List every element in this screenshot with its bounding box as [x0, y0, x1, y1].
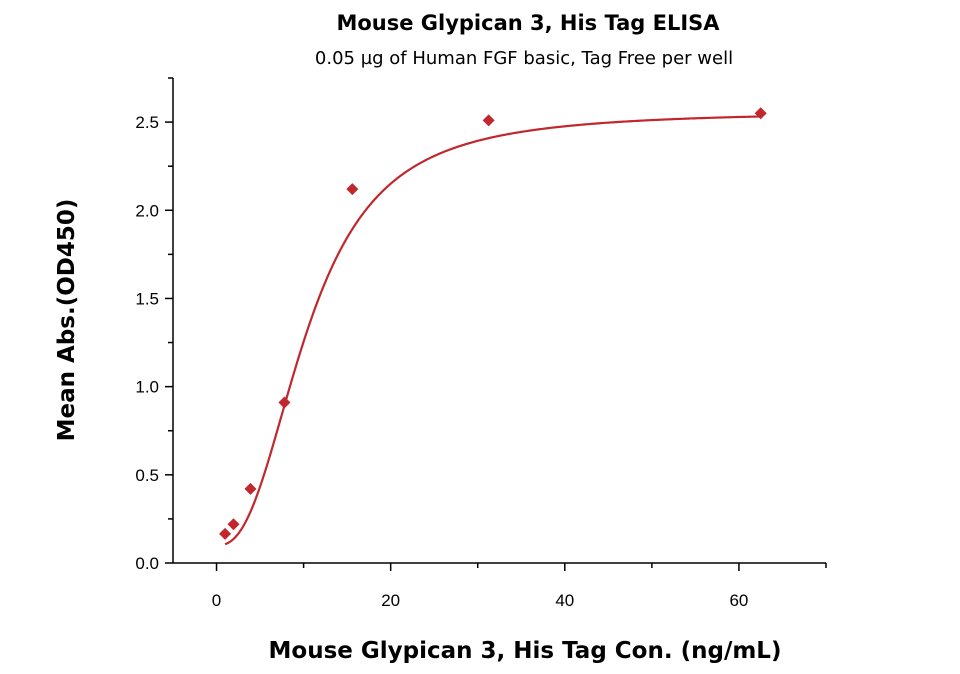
x-tick-label: 0: [212, 591, 221, 610]
y-tick-label: 0.5: [135, 466, 159, 485]
x-tick-label: 60: [729, 591, 748, 610]
data-point: [244, 482, 257, 495]
fit-curve: [224, 115, 761, 546]
data-point: [219, 527, 232, 540]
x-tick-label: 20: [381, 591, 400, 610]
y-tick-label: 1.0: [135, 378, 159, 397]
data-point: [482, 114, 495, 127]
tick-marks: [165, 77, 827, 571]
data-points: [219, 107, 767, 540]
chart-title: Mouse Glypican 3, His Tag ELISA: [336, 11, 720, 35]
chart-subtitle: 0.05 µg of Human FGF basic, Tag Free per…: [315, 48, 733, 69]
y-tick-label: 2.0: [135, 201, 159, 220]
axes: [172, 78, 826, 564]
y-tick-label: 1.5: [135, 289, 159, 308]
data-point: [346, 183, 359, 196]
data-point: [227, 518, 240, 531]
y-tick-label: 0.0: [135, 554, 159, 573]
x-axis-label: Mouse Glypican 3, His Tag Con. (ng/mL): [269, 638, 782, 664]
data-point: [754, 107, 767, 120]
tick-labels: 0 20 40 60 0.0 0.5 1.0 1.5 2.0 2.5: [135, 113, 748, 610]
y-axis-label: Mean Abs.(OD450): [54, 199, 80, 442]
x-tick-label: 40: [555, 591, 574, 610]
y-tick-label: 2.5: [135, 113, 159, 132]
data-point: [278, 396, 291, 409]
